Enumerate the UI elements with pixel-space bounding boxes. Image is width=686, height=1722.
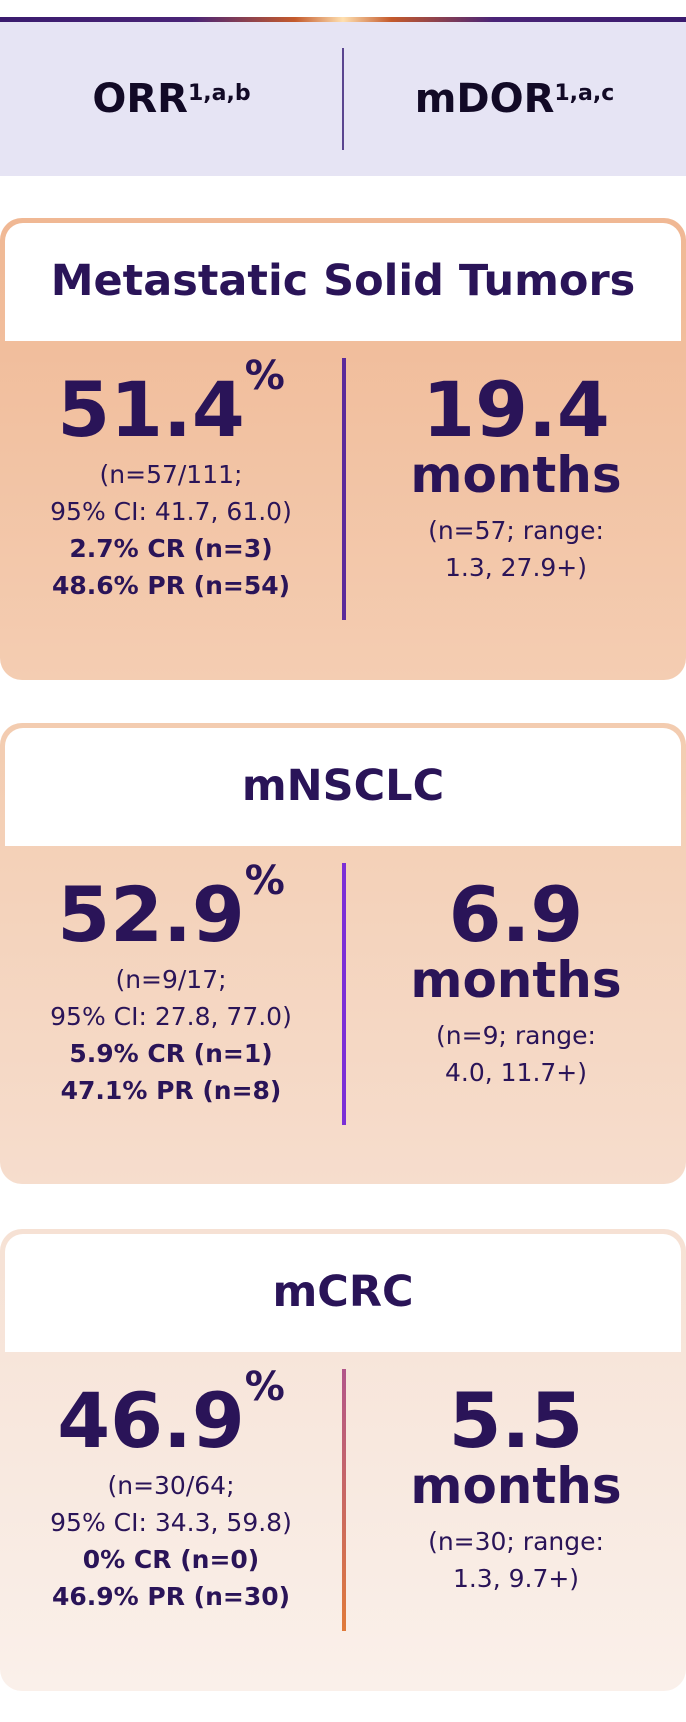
card-title: mNSCLC <box>241 761 445 811</box>
orr-label: ORR <box>92 76 188 122</box>
orr-value: 52.9% <box>57 858 285 959</box>
mdor-block: 5.5 months (n=30; range: 1.3, 9.7+) <box>346 1381 686 1597</box>
mdor-header: mDOR 1,a,c <box>343 22 686 176</box>
card-divider <box>342 358 346 620</box>
orr-block: 51.4% (n=57/111; 95% CI: 41.7, 61.0) 2.7… <box>0 353 342 604</box>
card-title-box: mCRC <box>5 1234 681 1352</box>
card-title: mCRC <box>272 1267 414 1317</box>
mdor-block: 19.4 months (n=57; range: 1.3, 27.9+) <box>346 370 686 586</box>
card-divider <box>342 1369 346 1631</box>
orr-value: 51.4% <box>57 353 285 454</box>
mdor-unit: months <box>410 951 622 1009</box>
card-metastatic-solid-tumors: Metastatic Solid Tumors 51.4% (n=57/111;… <box>0 218 686 680</box>
orr-detail-1: (n=57/111; <box>99 460 243 489</box>
orr-detail-1: (n=9/17; <box>115 965 227 994</box>
mdor-detail-2: 4.0, 11.7+) <box>444 1058 588 1087</box>
mdor-unit: months <box>410 1457 622 1515</box>
mdor-value: 5.5 <box>448 1376 584 1465</box>
mdor-detail-2: 1.3, 27.9+) <box>444 553 588 582</box>
column-header: ORR 1,a,b mDOR 1,a,c <box>0 22 686 176</box>
mdor-value: 6.9 <box>448 870 584 959</box>
mdor-detail-2: 1.3, 9.7+) <box>452 1564 580 1593</box>
header-divider <box>342 48 344 150</box>
pr-value: 46.9% PR (n=30) <box>51 1582 291 1611</box>
orr-footnote: 1,a,b <box>187 80 251 106</box>
mdor-footnote: 1,a,c <box>554 80 615 106</box>
pr-value: 48.6% PR (n=54) <box>51 571 291 600</box>
mdor-detail-1: (n=30; range: <box>428 1527 604 1556</box>
orr-block: 46.9% (n=30/64; 95% CI: 34.3, 59.8) 0% C… <box>0 1364 342 1615</box>
orr-detail-2: 95% CI: 27.8, 77.0) <box>50 1002 292 1031</box>
top-accent-line <box>0 17 686 22</box>
orr-detail-1: (n=30/64; <box>107 1471 235 1500</box>
card-mcrc: mCRC 46.9% (n=30/64; 95% CI: 34.3, 59.8)… <box>0 1229 686 1691</box>
mdor-detail-1: (n=9; range: <box>436 1021 596 1050</box>
orr-value: 46.9% <box>57 1364 285 1465</box>
orr-detail-2: 95% CI: 34.3, 59.8) <box>50 1508 292 1537</box>
cr-value: 0% CR (n=0) <box>82 1545 260 1574</box>
card-divider <box>342 863 346 1125</box>
orr-header: ORR 1,a,b <box>0 22 343 176</box>
card-title-box: Metastatic Solid Tumors <box>5 223 681 341</box>
card-title-box: mNSCLC <box>5 728 681 846</box>
mdor-unit: months <box>410 446 622 504</box>
cr-value: 5.9% CR (n=1) <box>69 1039 273 1068</box>
orr-detail-2: 95% CI: 41.7, 61.0) <box>50 497 292 526</box>
pr-value: 47.1% PR (n=8) <box>60 1076 282 1105</box>
mdor-label: mDOR <box>414 76 555 122</box>
cr-value: 2.7% CR (n=3) <box>69 534 273 563</box>
mdor-value: 19.4 <box>422 365 610 454</box>
mdor-detail-1: (n=57; range: <box>428 516 604 545</box>
card-mnsclc: mNSCLC 52.9% (n=9/17; 95% CI: 27.8, 77.0… <box>0 723 686 1184</box>
card-title: Metastatic Solid Tumors <box>50 256 636 306</box>
orr-block: 52.9% (n=9/17; 95% CI: 27.8, 77.0) 5.9% … <box>0 858 342 1109</box>
mdor-block: 6.9 months (n=9; range: 4.0, 11.7+) <box>346 875 686 1091</box>
